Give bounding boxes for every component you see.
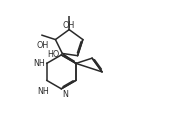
Text: OH: OH	[36, 41, 49, 49]
Text: N: N	[62, 90, 68, 99]
Text: OH: OH	[62, 21, 74, 30]
Text: HO: HO	[47, 50, 59, 59]
Text: NH: NH	[33, 59, 45, 68]
Text: NH: NH	[38, 86, 49, 95]
